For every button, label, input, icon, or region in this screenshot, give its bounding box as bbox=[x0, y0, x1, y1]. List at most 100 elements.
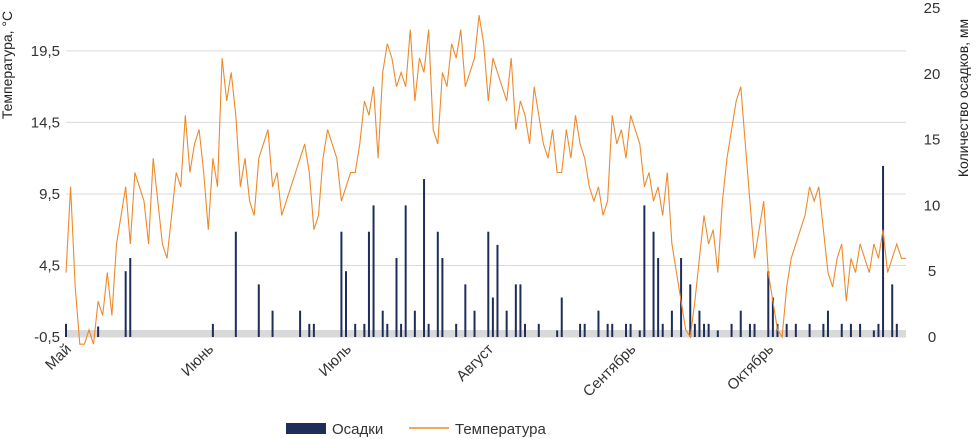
precip-bar bbox=[785, 323, 788, 337]
precip-bar bbox=[464, 284, 467, 337]
right-tick-label: 25 bbox=[924, 0, 941, 17]
precipitation-bars bbox=[65, 165, 898, 337]
precip-bar bbox=[707, 323, 710, 337]
precip-bar bbox=[680, 258, 683, 337]
precip-bar bbox=[496, 244, 499, 337]
precip-bar bbox=[537, 323, 540, 337]
precip-bar bbox=[822, 323, 825, 337]
precip-bar bbox=[597, 310, 600, 337]
precip-bar bbox=[345, 271, 347, 337]
precip-bar bbox=[423, 179, 426, 337]
precip-bar bbox=[257, 284, 260, 337]
left-tick-label: 19,5 bbox=[31, 43, 60, 60]
right-tick-label: 10 bbox=[924, 197, 941, 214]
right-tick-label: 5 bbox=[928, 263, 936, 280]
precip-bar bbox=[657, 258, 660, 337]
precip-bar bbox=[308, 323, 311, 337]
precip-bar bbox=[65, 323, 67, 337]
precip-bar bbox=[670, 310, 673, 337]
precip-bar bbox=[703, 323, 706, 337]
precip-bar bbox=[771, 297, 774, 337]
left-tick-label: 9,5 bbox=[39, 186, 60, 203]
precip-bar bbox=[367, 231, 370, 337]
precip-bar bbox=[611, 323, 614, 337]
legend: Осадки Температура bbox=[286, 421, 547, 438]
precip-bar bbox=[808, 323, 811, 337]
precip-bar bbox=[638, 330, 641, 337]
precip-bar bbox=[386, 323, 389, 337]
precip-bar bbox=[625, 323, 627, 337]
precip-bar bbox=[524, 323, 527, 337]
precip-bar bbox=[124, 271, 127, 337]
precip-bar bbox=[299, 310, 302, 337]
precip-bar bbox=[877, 323, 880, 337]
month-label: Июнь bbox=[178, 341, 217, 380]
right-tick-label: 15 bbox=[924, 132, 941, 149]
precip-bar bbox=[748, 323, 751, 337]
precip-bar bbox=[491, 297, 494, 337]
precip-bar bbox=[400, 323, 403, 337]
precip-bar bbox=[698, 310, 701, 337]
left-axis-title: Температура, °C bbox=[0, 11, 15, 119]
precip-bar bbox=[730, 323, 733, 337]
precip-bar bbox=[436, 231, 439, 337]
right-axis-ticks: 0 5 10 15 20 25 bbox=[924, 0, 941, 346]
precip-bar bbox=[895, 323, 898, 337]
temperature-line bbox=[65, 15, 906, 345]
precip-bar bbox=[849, 323, 852, 337]
precip-bar bbox=[381, 310, 384, 337]
precip-bar bbox=[441, 258, 444, 337]
precip-bar bbox=[606, 323, 609, 337]
precip-bar bbox=[312, 323, 315, 337]
month-labels: Май Июнь Июль Август Сентябрь Октябрь bbox=[42, 341, 777, 401]
precip-bar bbox=[487, 231, 490, 337]
precip-bar bbox=[716, 330, 719, 337]
precip-bar bbox=[794, 323, 797, 337]
month-label: Сентябрь bbox=[580, 341, 640, 401]
legend-temp-label: Температура bbox=[455, 421, 547, 438]
precip-bar bbox=[583, 323, 586, 337]
left-tick-label: 14,5 bbox=[31, 114, 60, 131]
precip-bar bbox=[455, 323, 458, 337]
precip-bar bbox=[753, 323, 756, 337]
precip-bar bbox=[556, 330, 559, 337]
left-tick-label: -0,5 bbox=[34, 329, 60, 346]
precip-bar bbox=[643, 205, 646, 337]
precip-bar bbox=[211, 323, 214, 337]
precip-bar bbox=[767, 271, 770, 337]
precip-bar bbox=[826, 310, 829, 337]
precip-bar bbox=[882, 165, 885, 337]
precip-bar bbox=[473, 310, 476, 337]
month-label: Октябрь bbox=[724, 341, 777, 394]
baseline-band bbox=[66, 330, 906, 337]
precip-bar bbox=[891, 284, 894, 337]
precip-bar bbox=[395, 258, 398, 337]
precip-bar bbox=[97, 326, 100, 337]
precip-bar bbox=[354, 323, 357, 337]
right-axis-title: Количество осадков, мм bbox=[955, 19, 971, 177]
precip-bar bbox=[560, 297, 563, 337]
precip-bar bbox=[129, 258, 132, 337]
precip-bar bbox=[234, 231, 237, 337]
precip-bar bbox=[579, 323, 582, 337]
gridlines bbox=[66, 50, 906, 338]
right-tick-label: 20 bbox=[924, 66, 941, 83]
precip-bar bbox=[859, 323, 862, 337]
legend-precip-swatch bbox=[286, 423, 326, 434]
legend-precip-label: Осадки bbox=[332, 421, 383, 438]
precip-bar bbox=[340, 231, 343, 337]
precip-bar bbox=[693, 323, 696, 337]
precip-bar bbox=[514, 284, 517, 337]
month-label: Август bbox=[453, 341, 497, 385]
precip-bar bbox=[271, 310, 274, 337]
precip-bar bbox=[372, 205, 375, 337]
left-tick-label: 4,5 bbox=[39, 257, 60, 274]
precip-bar bbox=[652, 231, 655, 337]
precip-bar bbox=[519, 284, 522, 337]
precip-bar bbox=[363, 323, 366, 337]
precip-bar bbox=[689, 284, 692, 337]
precip-bar bbox=[404, 205, 407, 337]
precip-bar bbox=[413, 310, 416, 337]
precip-bar bbox=[840, 323, 843, 337]
precip-bar bbox=[427, 323, 430, 337]
